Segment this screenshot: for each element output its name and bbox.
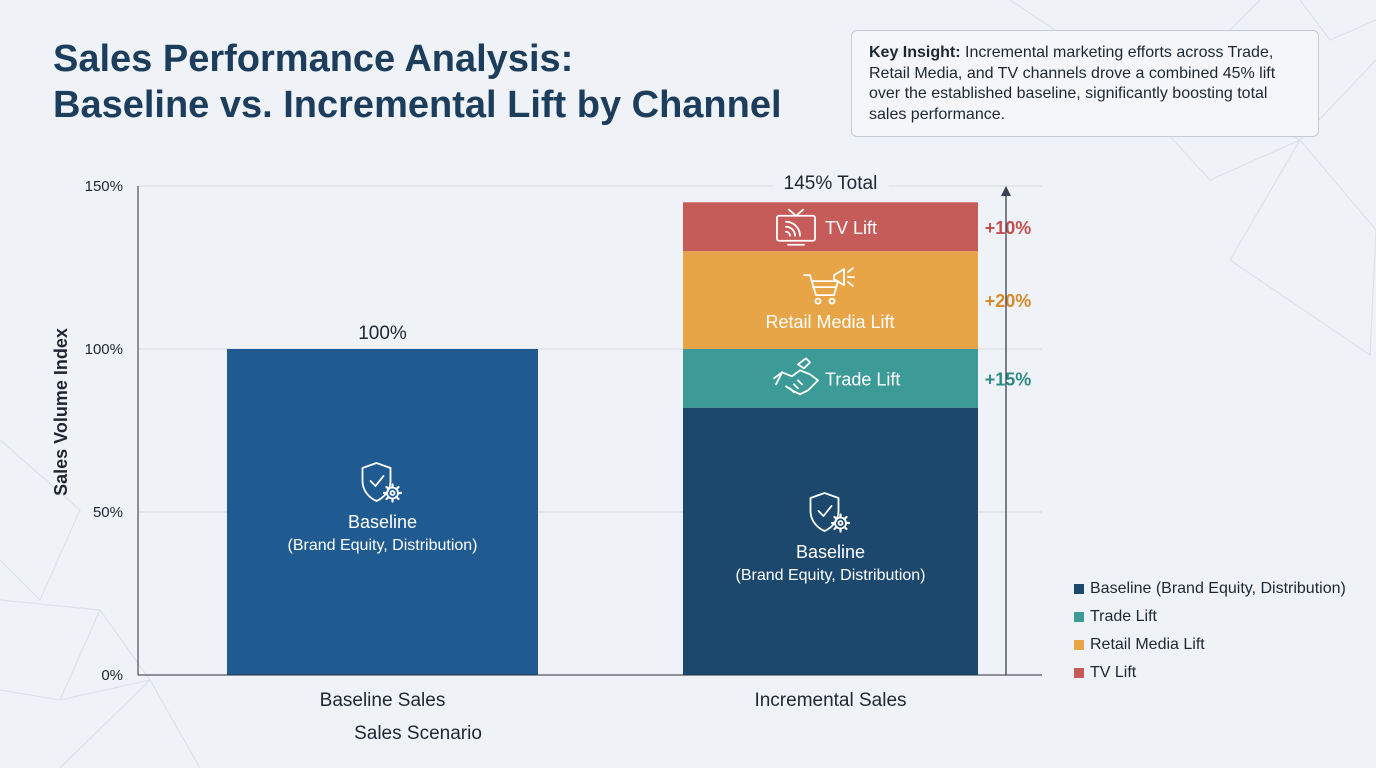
lift-side-label: +10% [985,218,1032,238]
legend-item: Baseline (Brand Equity, Distribution) [1074,575,1346,603]
bar-label: Baseline [796,542,865,562]
bar-label: TV Lift [825,218,877,238]
bar-sublabel: (Brand Equity, Distribution) [288,537,478,554]
chart-legend: Baseline (Brand Equity, Distribution) Tra… [1074,575,1346,687]
bar-label: Trade Lift [825,369,900,389]
bar-segment [683,202,978,252]
shield-gear-icon [809,492,851,533]
label-backdrop [772,171,889,195]
bar-label: Baseline [348,512,417,532]
legend-label: Trade Lift [1090,608,1157,625]
page-title: Sales Performance Analysis: Baseline vs.… [53,36,782,128]
title-line-2: Baseline vs. Incremental Lift by Channel [53,84,782,126]
y-tick-label: 0% [101,667,123,684]
bar-segment [683,407,978,675]
insight-text: Incremental marketing efforts across Tra… [869,44,1276,123]
bar-sublabel: (Brand Equity, Distribution) [736,567,926,584]
legend-item: Trade Lift [1074,603,1346,631]
legend-label: Retail Media Lift [1090,636,1205,653]
y-axis-title: Sales Volume Index [51,328,71,496]
bar-label: Retail Media Lift [765,312,894,332]
handshake-icon [773,357,819,396]
legend-item: Retail Media Lift [1074,631,1346,659]
lift-arrow-head [1001,186,1011,196]
y-tick-label: 100% [85,341,123,358]
insight-label: Key Insight: [869,44,961,61]
legend-item: TV Lift [1074,659,1346,687]
key-insight-box: Key Insight: Incremental marketing effor… [851,30,1319,137]
bar-total-label: 145% Total [784,173,878,194]
bar-total-label: 100% [358,323,407,344]
legend-label: TV Lift [1090,664,1137,681]
legend-swatch [1074,668,1084,678]
title-line-1: Sales Performance Analysis: [53,38,574,80]
bar-segment [227,349,538,675]
lift-side-label: +15% [985,369,1032,389]
bar-segment [683,349,978,408]
shield-gear-icon [361,462,403,503]
legend-swatch [1074,640,1084,650]
x-tick-label: Baseline Sales [320,690,446,711]
legend-label: Baseline (Brand Equity, Distribution) [1090,580,1346,597]
lift-side-label: +20% [985,291,1032,311]
legend-swatch [1074,584,1084,594]
y-tick-label: 50% [93,504,123,521]
legend-swatch [1074,612,1084,622]
x-tick-label: Incremental Sales [754,690,906,711]
cart-megaphone-icon [803,267,855,305]
tv-icon [776,208,816,246]
x-axis-title: Sales Scenario [354,723,482,744]
y-tick-label: 150% [85,178,123,195]
